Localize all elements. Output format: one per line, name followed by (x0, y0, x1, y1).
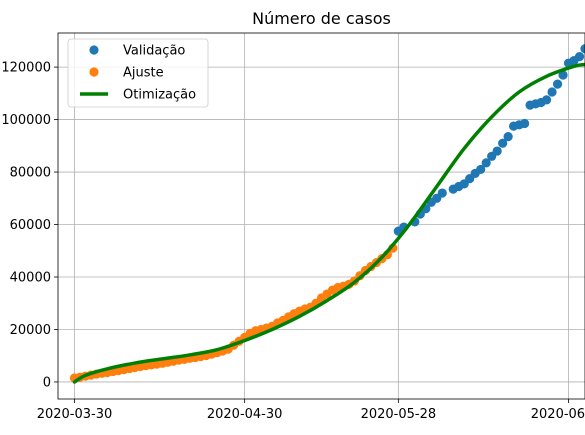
y-tick-label: 60000 (10, 218, 51, 233)
data-point (547, 87, 557, 97)
data-point (574, 52, 585, 62)
y-tick-label: 80000 (10, 166, 51, 181)
x-tick-label: 2020-05-28 (361, 407, 437, 422)
legend: Validação Ajuste Otimização (67, 38, 209, 108)
y-tick-label: 20000 (10, 323, 51, 338)
axes: 0 20000 40000 60000 80000 100000 120000 2020-03… (1, 61, 585, 422)
data-point (552, 79, 563, 89)
y-tick-label: 120000 (1, 61, 51, 76)
legend-label: Validação (123, 44, 185, 59)
data-point (558, 70, 568, 80)
legend-swatch (89, 67, 99, 77)
x-tick-label: 2020-06-28 (531, 407, 585, 422)
legend-swatch (89, 45, 99, 55)
data-point (580, 44, 585, 54)
data-point (476, 164, 486, 175)
data-point (503, 132, 513, 142)
series-3 (72, 62, 585, 384)
legend-label: Ajuste (123, 66, 164, 81)
data-point (481, 158, 491, 168)
legend-box (67, 38, 209, 108)
data-point (437, 188, 447, 198)
series-line (72, 62, 585, 384)
x-tick-label: 2020-04-30 (207, 407, 283, 422)
series-layer (69, 44, 585, 384)
x-tick-label: 2020-03-30 (37, 407, 113, 422)
data-point (492, 146, 502, 156)
data-point (541, 95, 552, 105)
y-tick-label: 40000 (10, 271, 51, 286)
data-point (520, 118, 530, 129)
legend-label: Otimização (123, 88, 196, 103)
chart-title: Número de casos (252, 9, 391, 28)
y-tick-label: 0 (43, 375, 51, 390)
plot-frame (57, 32, 585, 400)
data-point (498, 138, 508, 148)
y-tick-label: 100000 (1, 113, 51, 128)
